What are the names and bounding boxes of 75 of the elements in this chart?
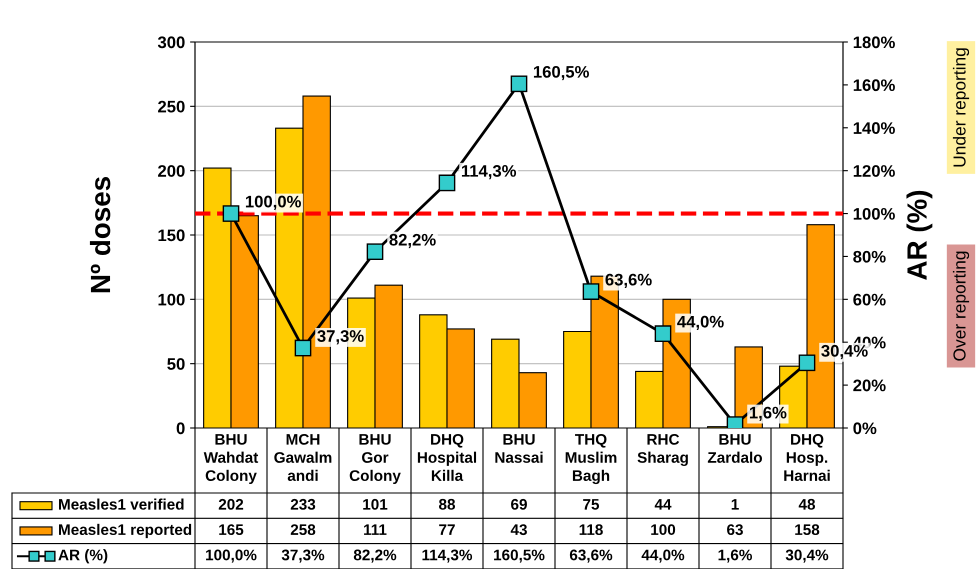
data-label: 69 bbox=[511, 498, 527, 510]
y2-tick-label: 80% bbox=[853, 250, 886, 263]
text: 44,0% bbox=[677, 316, 724, 330]
data-label: 77 bbox=[439, 524, 455, 535]
text: 160,5% bbox=[534, 66, 589, 80]
data-label: 75 bbox=[583, 499, 600, 510]
data-label: 100 bbox=[651, 524, 676, 536]
x-tick-label: BHU Nassai bbox=[495, 434, 543, 463]
point bbox=[654, 325, 672, 342]
data-label: 30,4% bbox=[786, 550, 828, 563]
data-label: 63 bbox=[727, 524, 743, 536]
text: 114,3% bbox=[462, 165, 516, 180]
y2-tick-label: 20% bbox=[853, 380, 886, 392]
point bbox=[798, 354, 816, 372]
point bbox=[294, 340, 312, 356]
data-label: 111 bbox=[364, 524, 386, 535]
text: 37,3% bbox=[317, 330, 364, 344]
text: 100,0% bbox=[246, 196, 301, 210]
point bbox=[582, 283, 600, 300]
y2-tick-label: 140% bbox=[854, 122, 895, 134]
point bbox=[366, 243, 384, 260]
x-tick-label: THQ Muslim Bagh bbox=[566, 434, 616, 484]
data-label: 118 bbox=[580, 524, 603, 536]
x-tick-label: MCH Gawalm andi bbox=[274, 434, 332, 482]
x-tick-label: BHU Zardalo bbox=[708, 434, 762, 463]
legend-label: Measles1 verified bbox=[59, 498, 184, 510]
point bbox=[438, 174, 456, 192]
x-tick-label: BHU Gor Colony bbox=[350, 434, 401, 484]
y2-tick-label: 120% bbox=[854, 165, 895, 177]
data-label: 43 bbox=[510, 524, 527, 536]
data-label: 63,6% bbox=[570, 550, 612, 563]
data-label: 48 bbox=[798, 498, 816, 510]
y-tick-label: 250 bbox=[158, 100, 185, 113]
y2-tick-label: 160% bbox=[854, 79, 895, 92]
y-tick-label: 200 bbox=[158, 165, 185, 177]
data-label: 101 bbox=[363, 498, 388, 510]
text: 63,6% bbox=[606, 274, 652, 288]
data-label: 1,6% bbox=[718, 550, 752, 563]
x-tick-label: BHU Wahdat Colony bbox=[204, 434, 258, 484]
point bbox=[222, 205, 240, 222]
legend-label: Measles1 reported bbox=[59, 524, 192, 538]
data-label: 160,5% bbox=[494, 550, 545, 563]
y-tick-label: 300 bbox=[158, 36, 185, 48]
y2-tick-label: 100% bbox=[854, 208, 895, 220]
y-tick-label: 50 bbox=[167, 358, 185, 370]
data-label: 158 bbox=[795, 524, 820, 536]
data-label: 37,3% bbox=[282, 550, 324, 563]
y-tick-label: 0 bbox=[176, 422, 185, 434]
data-label: 114,3% bbox=[422, 550, 472, 563]
y-axis-title: Nº doses bbox=[90, 177, 110, 292]
data-label: 44,0% bbox=[642, 550, 684, 563]
data-label: 165 bbox=[219, 524, 244, 536]
data-label: 1 bbox=[732, 499, 739, 510]
point bbox=[510, 75, 528, 92]
x-tick-label: DHQ Hosp. Harnai bbox=[784, 434, 830, 482]
data-label: 233 bbox=[290, 498, 316, 510]
text: 82,2% bbox=[389, 234, 436, 248]
text: Under reporting bbox=[952, 48, 970, 166]
data-label: 100,0% bbox=[206, 550, 257, 563]
data-label: 44 bbox=[654, 499, 672, 510]
y2-tick-label: 180% bbox=[854, 36, 895, 48]
y-tick-label: 150 bbox=[158, 229, 185, 242]
y2-tick-label: 60% bbox=[853, 294, 886, 306]
data-label: 202 bbox=[218, 498, 244, 510]
data-label: 258 bbox=[290, 524, 316, 536]
y2-tick-label: 0% bbox=[853, 422, 876, 434]
x-tick-label: DHQ Hospital Killa bbox=[418, 434, 476, 482]
text: Over reporting bbox=[952, 252, 970, 361]
text: 1,6% bbox=[750, 406, 786, 421]
data-label: 88 bbox=[438, 498, 456, 510]
legend-label: AR (%) bbox=[58, 549, 108, 564]
y2-axis-title: AR (%) bbox=[906, 190, 932, 280]
y-tick-label: 100 bbox=[158, 294, 185, 306]
x-tick-label: RHC Sharag bbox=[638, 434, 688, 466]
data-label: 82,2% bbox=[354, 550, 396, 563]
